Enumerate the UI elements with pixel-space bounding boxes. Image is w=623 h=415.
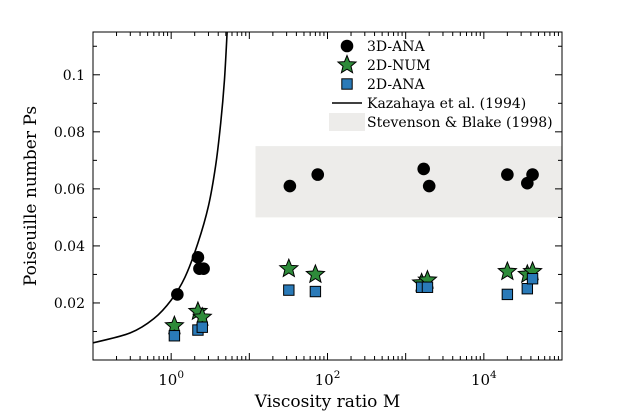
2d-num-point-5: [305, 263, 326, 284]
y-tick-label: 0.08: [54, 125, 85, 141]
2d-num-point-4: [278, 257, 300, 278]
legend-marker-2d-num: [336, 54, 358, 74]
3d-ana-point-2: [191, 251, 205, 264]
3d-ana-point-8: [422, 179, 436, 193]
legend-label-3d-ana: 3D-ANA: [367, 39, 425, 55]
shaded-region-layer: [255, 146, 562, 218]
data-points-layer: [164, 162, 543, 342]
2d-num-point-1: [164, 314, 185, 335]
2d-ana-point-1: [168, 330, 181, 342]
x-tick-label: 100: [158, 369, 184, 389]
x-tick-label-base: 10: [471, 371, 490, 389]
3d-ana-point-1: [171, 288, 184, 301]
x-tick-label: 102: [315, 369, 341, 389]
legend-label-2d-ana: 2D-ANA: [367, 77, 425, 93]
x-tick-label-exponent: 4: [490, 369, 497, 381]
2d-ana-point-9: [521, 282, 534, 295]
kazahaya-curve: [93, 32, 228, 344]
legend-label-kazahaya-et-al-1994: Kazahaya et al. (1994): [367, 96, 526, 112]
x-tick-label-base: 10: [158, 371, 177, 389]
2d-ana-point-5: [309, 285, 322, 298]
2d-ana-point-8: [501, 288, 514, 301]
legend-marker-2d-ana: [341, 78, 353, 90]
axis-ticks: [92, 32, 562, 361]
x-tick-label-exponent: 0: [177, 369, 184, 381]
3d-ana-point-5: [283, 179, 297, 193]
x-tick-label: 104: [471, 369, 497, 389]
3d-ana-point-7: [417, 162, 430, 176]
legend-label-2d-num: 2D-NUM: [367, 58, 431, 74]
y-tick-label: 0.1: [63, 68, 85, 84]
2d-num-point-8: [497, 260, 518, 281]
2d-num-point-3: [191, 306, 213, 326]
shaded-region-stevenson-blake: [255, 146, 562, 218]
2d-ana-point-7: [421, 281, 434, 293]
x-tick-label-exponent: 2: [334, 369, 341, 381]
curve-layer: [93, 32, 228, 344]
legend-label-stevenson-blake-1998: Stevenson & Blake (1998): [367, 115, 553, 131]
legend: 3D-ANA 2D-NUM 2D-ANA Kazahaya et al. (1994)…: [329, 39, 553, 131]
legend-patch-stevenson-blake-1998: [329, 113, 365, 131]
2d-ana-point-3: [196, 321, 208, 333]
3d-ana-point-4: [197, 262, 210, 276]
y-tick-label: 0.02: [54, 296, 85, 312]
x-tick-label-base: 10: [315, 371, 334, 389]
y-tick-label: 0.04: [54, 239, 85, 255]
3d-ana-point-9: [501, 168, 514, 181]
3d-ana-point-6: [311, 168, 325, 181]
y-axis-label: Poiseuille number Ps: [21, 106, 41, 286]
2d-ana-point-4: [283, 284, 295, 296]
2d-ana-point-10: [526, 273, 539, 285]
x-axis-label: Viscosity ratio M: [254, 392, 400, 412]
legend-marker-3d-ana: [340, 39, 354, 53]
y-tick-label: 0.06: [54, 182, 85, 198]
3d-ana-point-11: [526, 168, 539, 181]
